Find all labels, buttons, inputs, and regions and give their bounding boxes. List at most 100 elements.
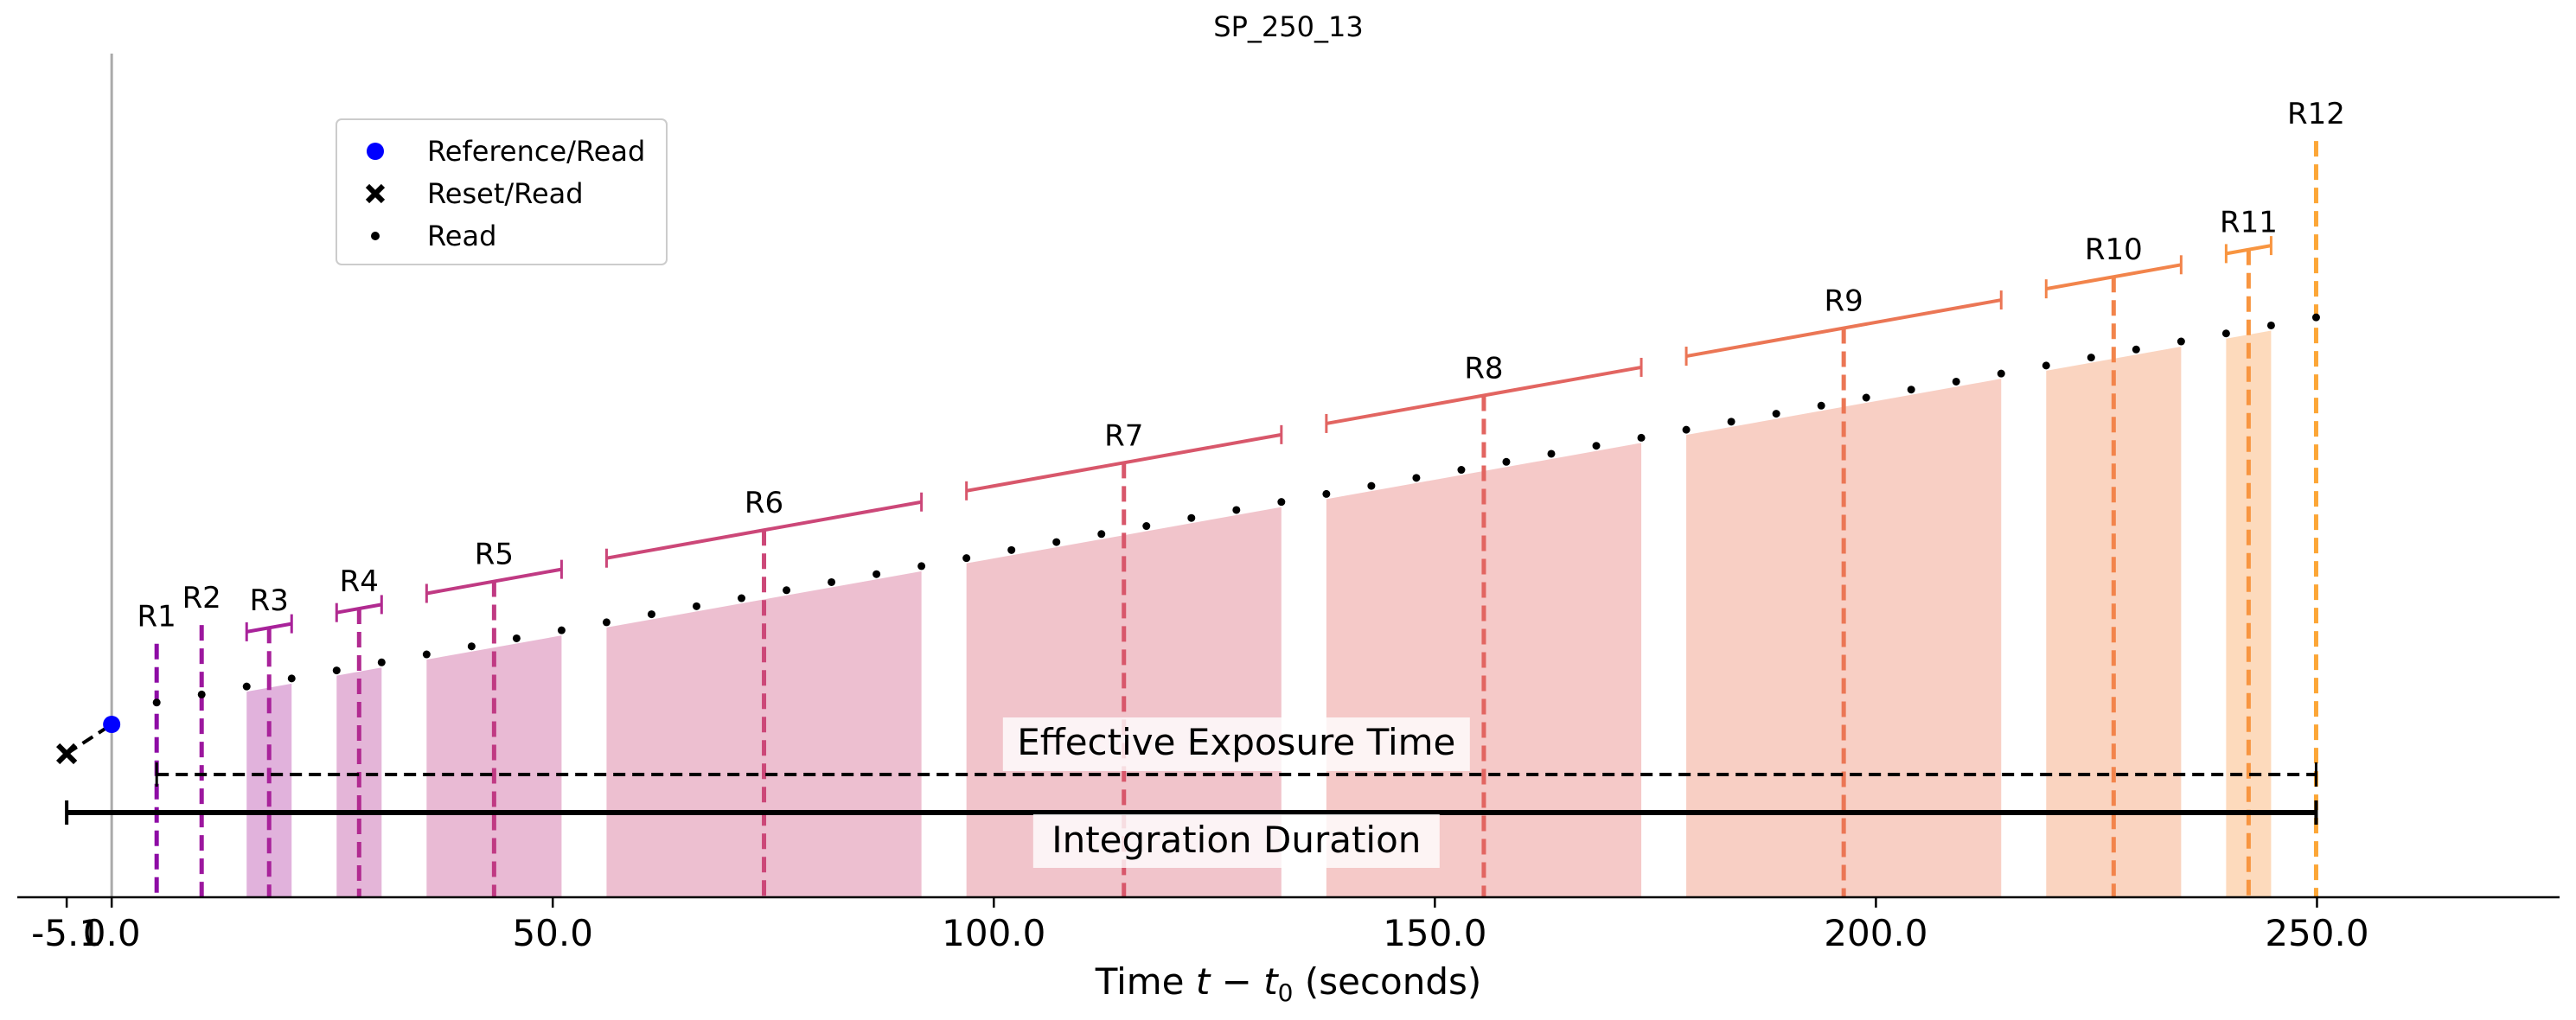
effective-exposure-label-bg [1002,717,1470,771]
x-tick-label: 50.0 [512,912,593,954]
resultant-label-r12: R12 [2287,97,2345,131]
read-point [783,586,791,595]
read-point [1052,538,1061,546]
read-point [1457,466,1466,475]
reset-marker [56,743,78,765]
x-tick-label: 100.0 [942,912,1045,954]
read-point [1637,433,1646,442]
legend-label: Reference/Read [427,135,645,168]
resultant-label-r10: R10 [2085,233,2143,267]
x-tick-label: 0.0 [83,912,141,954]
read-point [197,690,206,698]
read-point [1772,410,1780,418]
read-point [512,634,521,642]
resultant-fill-r8 [1326,443,1642,897]
read-point [2132,345,2140,354]
resultant-bracket-r11 [2226,244,2272,256]
reset-reference-markers [56,716,121,765]
reference-marker [103,716,121,733]
legend-label: Reset/Read [427,177,584,210]
read-point [2042,361,2050,370]
resultant-label-r6: R6 [745,486,783,520]
read-point [332,666,341,675]
exposure-spans: Effective Exposure Time Integration Durat… [65,717,2318,868]
read-point [152,698,161,707]
resultant-bracket-r8 [1326,365,1642,425]
legend-reset-marker [365,183,386,204]
read-point [828,577,836,586]
resultant-bracket-r6 [606,500,922,560]
read-point [602,618,610,627]
read-point [287,674,296,683]
read-point [2221,329,2230,338]
resultant-label-r8: R8 [1464,351,1503,386]
resultant-fill-r6 [606,571,922,897]
x-axis-label-math: t − t [1196,960,1279,1003]
read-point [917,562,926,571]
read-point [1322,489,1331,498]
legend: Reference/Read Reset/Read Read [336,118,668,265]
integration-duration-label-bg [1032,814,1440,868]
effective-exposure-label: Effective Exposure Time [1017,721,1455,763]
read-point [962,554,971,563]
resultant-bracket-r10 [2045,263,2182,291]
read-point [1232,506,1241,514]
x-axis: -5.10.0 50.0 100.0 150.0 200.0 250.0 [17,896,2560,954]
read-point [1412,474,1421,482]
resultant-bracket-r5 [425,567,562,596]
x-axis-label-prefix: Time [1095,960,1196,1003]
read-point [1187,513,1196,522]
read-point [1007,545,1016,554]
read-point [873,570,881,578]
resultant-bracket-r9 [1685,298,2002,359]
read-point [557,626,566,634]
read-point [647,610,655,619]
resultant-fill-r10 [2046,347,2182,897]
chart-title: SP_250_13 [1213,10,1363,43]
resultant-bracket-r4 [336,602,382,615]
resultant-label-r5: R5 [475,538,514,572]
read-points [152,313,2320,707]
read-point [242,682,251,691]
read-point [2266,321,2275,329]
resultant-label-r1: R1 [137,600,176,634]
read-point [467,642,476,651]
resultant-label-r4: R4 [340,564,379,599]
resultant-label-r3: R3 [250,583,289,618]
read-point [1817,401,1825,410]
legend-reference-marker [367,143,384,160]
x-axis-label: Time t − t0 (seconds) [1095,960,1482,1007]
resultant-label-r7: R7 [1104,418,1143,453]
read-point [1502,457,1511,466]
read-point [1142,522,1151,531]
read-point [377,658,386,666]
legend-read-marker [371,232,380,240]
x-axis-label-sub: 0 [1278,979,1294,1007]
x-tick-label: -5.1 [31,912,102,954]
resultant-fill-r5 [426,635,562,897]
legend-label: Read [427,220,496,252]
read-point [1097,530,1106,539]
resultant-label-r2: R2 [182,581,221,615]
x-tick-label: 250.0 [2265,912,2368,954]
read-point [1997,369,2005,378]
read-point [1727,418,1735,426]
read-point [692,602,700,610]
legend-frame [336,118,668,265]
read-point [422,650,431,659]
read-point [1277,498,1286,507]
x-tick-label: 200.0 [1824,912,1927,954]
read-point [1862,393,1870,402]
resultant-label-r9: R9 [1825,284,1863,319]
read-point [2087,354,2095,362]
resultant-bracket-r3 [246,622,292,634]
resultant-label-r11: R11 [2220,206,2278,240]
x-tick-label: 150.0 [1383,912,1486,954]
read-point [2311,313,2320,322]
read-point [1952,377,1960,386]
resultant-fill-r3 [246,683,292,897]
read-point [1547,449,1556,458]
read-point [1907,386,1915,394]
